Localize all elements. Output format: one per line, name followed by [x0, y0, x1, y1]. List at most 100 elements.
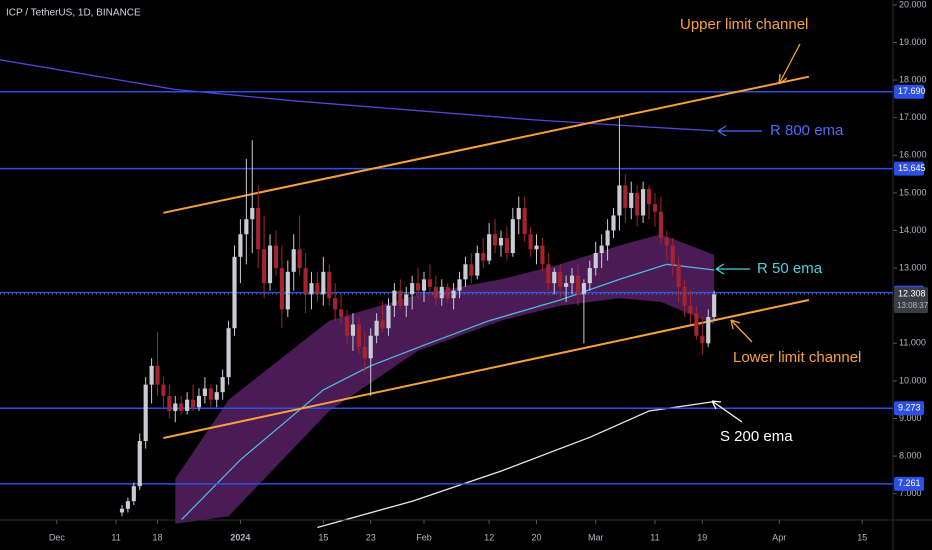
level-label: 15.645: [898, 163, 926, 173]
candle-body: [315, 283, 320, 295]
candle-body: [285, 271, 290, 310]
x-tick-label: 20: [532, 532, 542, 542]
candle-body: [498, 238, 504, 246]
annotation: Upper limit channel: [680, 16, 808, 33]
ema-line: [0, 59, 715, 132]
candle-body: [131, 486, 136, 502]
candle-body: [528, 234, 533, 250]
candle-body: [208, 388, 213, 400]
level-label-box: [894, 401, 924, 416]
candle-body: [694, 313, 699, 336]
candle-body: [244, 219, 249, 235]
x-tick-label: 11: [111, 532, 120, 542]
y-tick-label: 18.000: [899, 74, 927, 84]
candle-body: [179, 403, 184, 411]
candle-body: [327, 271, 332, 299]
ema-line: [317, 400, 715, 529]
candle-body: [623, 185, 628, 208]
candle-body: [214, 392, 219, 400]
candle-body: [220, 377, 225, 393]
candle-body: [481, 253, 486, 261]
candle-body: [617, 185, 622, 216]
arrow: [711, 400, 743, 423]
candle-body: [149, 365, 154, 385]
candle-body: [564, 283, 569, 287]
x-tick-label: Feb: [416, 532, 432, 542]
candle-body: [344, 316, 350, 336]
y-tick-label: 9.000: [899, 413, 922, 423]
candle-body: [267, 245, 273, 284]
candle-body: [439, 286, 444, 299]
candle-body: [250, 207, 255, 220]
candle-body: [629, 192, 634, 208]
y-tick-label: 13.000: [899, 262, 927, 272]
x-tick-label: 15: [857, 532, 867, 542]
candle-body: [552, 271, 557, 284]
candle-body: [398, 290, 403, 306]
annotation: R 800 ema: [770, 122, 844, 139]
y-tick-label: 17.000: [899, 112, 927, 122]
x-tick-label: 15: [318, 532, 328, 542]
candle-body: [700, 335, 705, 344]
candle-body: [427, 279, 432, 287]
candle-body: [297, 249, 302, 269]
candle-body: [202, 388, 207, 396]
candle-body: [546, 264, 551, 284]
candle-body: [522, 207, 527, 235]
candle-body: [339, 309, 344, 317]
candle-body: [356, 324, 361, 348]
candle-body: [256, 207, 261, 250]
y-tick-label: 11.000: [899, 338, 926, 348]
level-label: 17.690: [898, 86, 926, 96]
candle-body: [534, 245, 539, 250]
candle-body: [273, 245, 279, 269]
candle-body: [232, 256, 237, 329]
candle-body: [587, 268, 592, 284]
annotation: Lower limit channel: [733, 349, 861, 366]
candle-body: [125, 501, 130, 509]
candle-body: [137, 441, 142, 487]
x-tick-label: 12: [484, 532, 494, 542]
candle-body: [492, 234, 498, 246]
candle-body: [226, 328, 231, 378]
channel-line: [163, 75, 810, 214]
level-label: 7.261: [898, 478, 921, 488]
candle-body: [155, 365, 160, 385]
candle-body: [190, 399, 196, 408]
x-tick-label: Apr: [772, 532, 786, 542]
candle-body: [374, 320, 379, 336]
arrow: [730, 319, 753, 343]
candle-body: [635, 192, 640, 216]
candle-body: [362, 347, 367, 359]
annotation: S 200 ema: [720, 428, 793, 445]
candle-body: [646, 189, 652, 205]
x-tick-label: 2024: [230, 532, 250, 542]
candle-body: [433, 286, 438, 299]
candle-body: [404, 294, 409, 306]
candle-body: [321, 271, 326, 295]
arrow: [778, 43, 801, 85]
candle-body: [380, 320, 385, 329]
x-tick-label: 18: [153, 532, 163, 542]
y-tick-label: 15.000: [899, 187, 927, 197]
y-tick-label: 19.000: [899, 37, 927, 47]
y-tick-label: 20.000: [899, 0, 927, 9]
candle-body: [510, 219, 515, 254]
level-label-box: [894, 161, 924, 176]
candle-body: [457, 279, 462, 291]
y-tick-label: 8.000: [899, 450, 922, 460]
candle-body: [350, 324, 356, 336]
candle-body: [581, 283, 586, 295]
y-tick-label: 7.000: [899, 488, 922, 498]
candle-body: [143, 384, 148, 442]
candle-body: [569, 275, 575, 284]
candle-body: [333, 298, 338, 310]
candle-body: [238, 234, 243, 257]
candle-body: [641, 189, 646, 216]
candle-body: [670, 245, 675, 265]
level-label: 9.273: [898, 403, 921, 413]
level-label-box: [894, 476, 924, 491]
candle-body: [676, 264, 681, 287]
arrow: [717, 125, 762, 137]
candle-body: [469, 264, 474, 276]
